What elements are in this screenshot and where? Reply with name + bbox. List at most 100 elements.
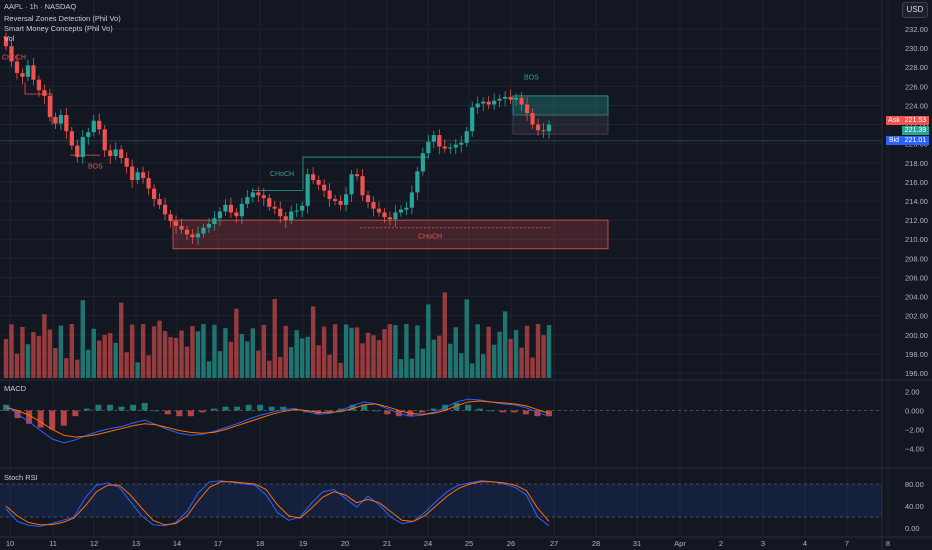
candle-body (119, 149, 124, 158)
volume-bar (267, 360, 272, 378)
currency-button[interactable]: USD (902, 2, 928, 18)
candle-body (497, 98, 502, 101)
stoch-tick-label: 80.00 (905, 480, 924, 489)
candle-body (470, 107, 475, 132)
volume-bar (9, 324, 14, 378)
macd-histogram-bar (280, 406, 287, 411)
candle-body (267, 198, 272, 207)
volume-bar (437, 335, 442, 378)
symbol-title: AAPL · 1h · NASDAQ (4, 2, 77, 11)
candle-body (195, 233, 201, 238)
volume-bar (129, 324, 135, 378)
candle-body (524, 104, 530, 114)
candle-body (168, 214, 173, 222)
volume-bar (118, 302, 124, 378)
candle-body (75, 145, 80, 158)
volume-bar (168, 337, 173, 378)
macd-histogram-bar (176, 410, 183, 417)
candle-body (69, 131, 74, 146)
candle-body (146, 178, 151, 189)
price-tick-label: 232.00 (905, 25, 928, 34)
time-tick-label: 26 (507, 539, 515, 548)
volume-bar (486, 326, 491, 378)
volume-bar (343, 324, 349, 378)
volume-bar (3, 339, 9, 378)
candle-body (201, 227, 206, 234)
volume-bar (223, 328, 228, 378)
candle-body (108, 150, 113, 157)
macd-panel: 2.00 0.000 −2.00 −4.00 (0, 388, 924, 454)
time-tick-label: 8 (886, 539, 890, 548)
candle-body (25, 65, 31, 77)
candle-body (102, 129, 107, 151)
candle-body (492, 100, 497, 105)
volume-bar (261, 324, 266, 378)
volume-bar (387, 324, 393, 378)
volume-bar (245, 341, 250, 378)
volume-bar (508, 338, 513, 378)
volume-bar (151, 326, 157, 378)
signal-line (5, 400, 550, 438)
price-tick-label: 204.00 (905, 293, 928, 302)
candle-body (173, 221, 179, 226)
candle-body (80, 136, 85, 158)
indicator-reversal-zones[interactable]: Reversal Zones Detection (Phil Vo) (4, 14, 121, 23)
volume-bar (25, 344, 31, 378)
candle-body (442, 146, 447, 149)
candle-body (393, 212, 398, 220)
candle-body (250, 192, 255, 198)
candle-body (409, 192, 414, 208)
macd-histogram-bar (199, 410, 206, 413)
candle-body (234, 212, 239, 217)
volume-bar (47, 329, 53, 378)
volume-bar (480, 354, 486, 378)
candle-body (415, 171, 420, 193)
macd-histogram-bar (499, 410, 506, 413)
time-tick-label: 31 (633, 539, 641, 548)
volume-bar (102, 334, 107, 378)
macd-label[interactable]: MACD (4, 384, 27, 393)
volume-bar (75, 359, 80, 378)
macd-histogram-bar (106, 404, 113, 411)
candle-body (349, 174, 354, 195)
price-tick-label: 226.00 (905, 82, 928, 91)
ask-price-tag: Ask 221.53 (886, 116, 929, 125)
candle-body (157, 199, 162, 205)
price-tick-label: 228.00 (905, 63, 928, 72)
indicator-vol[interactable]: Vol (4, 34, 15, 43)
volume-bar (371, 335, 376, 378)
candle-body (426, 141, 431, 154)
candle-body (91, 120, 96, 133)
time-tick-label: 17 (214, 539, 222, 548)
candle-body (97, 120, 102, 130)
stoch-rsi-label[interactable]: Stoch RSI (4, 473, 38, 482)
volume-bar (97, 340, 102, 378)
volume-bar (502, 311, 508, 378)
time-tick-label: 11 (49, 539, 57, 548)
candle-body (47, 95, 52, 117)
stoch-rsi-panel: 80.00 40.00 0.00 (0, 480, 924, 533)
volume-bar (470, 363, 475, 378)
macd-histogram-bar (153, 410, 160, 412)
candle-body (519, 97, 524, 105)
bos-label: BOS (524, 75, 539, 82)
volume-bar (31, 332, 36, 378)
candle-body (387, 217, 393, 220)
candle-body (151, 188, 157, 200)
candle-body (431, 135, 436, 142)
volume-bar (272, 299, 277, 378)
price-tick-label: 198.00 (905, 350, 928, 359)
volume-bar (135, 362, 140, 378)
indicator-smc[interactable]: Smart Money Concepts (Phil Vo) (4, 24, 113, 33)
macd-histogram-bar (187, 410, 194, 417)
candle-body (217, 211, 223, 219)
candle-body (36, 79, 42, 91)
time-tick-label: 27 (550, 539, 558, 548)
volume-bar (173, 338, 179, 378)
candle-body (332, 199, 338, 201)
volume-bar (327, 354, 332, 378)
time-tick-label: 28 (592, 539, 600, 548)
candle-body (354, 174, 360, 177)
